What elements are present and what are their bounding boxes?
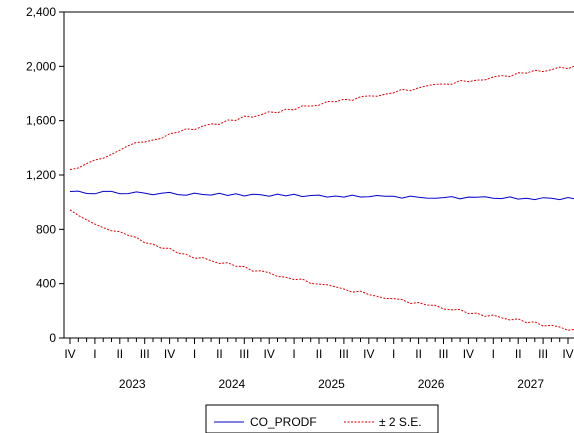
se-band-upper-line [69,65,574,171]
x-quarter-label: II [216,347,223,361]
x-year-label: 2024 [218,377,245,391]
x-year-label: 2023 [119,377,146,391]
x-quarter-label: II [515,347,522,361]
x-quarter-label: I [93,347,96,361]
x-quarter-label: III [438,347,448,361]
x-quarter-label: I [392,347,395,361]
x-quarter-label: I [193,347,196,361]
x-quarter-label: IV [363,347,374,361]
y-tick-label: 800 [36,222,56,236]
series-layer [69,65,574,331]
y-tick-label: 2,400 [26,5,56,19]
x-quarter-label: III [538,347,548,361]
y-tick-label: 0 [49,331,56,345]
x-year-label: 2025 [318,377,345,391]
y-tick-label: 2,000 [26,59,56,73]
x-quarter-label: III [140,347,150,361]
x-quarter-label: III [339,347,349,361]
y-tick-label: 1,600 [26,114,56,128]
x-quarter-label: III [239,347,249,361]
x-quarter-label: IV [164,347,175,361]
x-quarter-label: II [116,347,123,361]
x-quarter-label: IV [264,347,275,361]
x-year-label: 2027 [517,377,544,391]
x-quarter-label: I [492,347,495,361]
x-quarter-label: IV [463,347,474,361]
x-year-label: 2026 [418,377,445,391]
x-quarter-label: IV [64,347,75,361]
y-tick-label: 400 [36,277,56,291]
y-axis: 0 400 800 1,200 1,600 2,000 2,400 [26,5,64,345]
y-tick-label: 1,200 [26,168,56,182]
legend: CO_PRODF ± 2 S.E. [205,404,439,433]
x-quarter-label: II [415,347,422,361]
x-quarter-label: I [292,347,295,361]
legend-box [205,404,439,433]
legend-label-co-prodf: CO_PRODF [250,415,317,429]
x-quarter-label: IV [562,347,573,361]
x-quarter-label: II [316,347,323,361]
co-prodf-line [69,190,574,201]
x-axis: IV I II III IV I II III IV I II III IV I II III IV I II III… [64,338,574,391]
legend-label-se-band: ± 2 S.E. [379,415,422,429]
se-band-lower-line [69,209,574,331]
